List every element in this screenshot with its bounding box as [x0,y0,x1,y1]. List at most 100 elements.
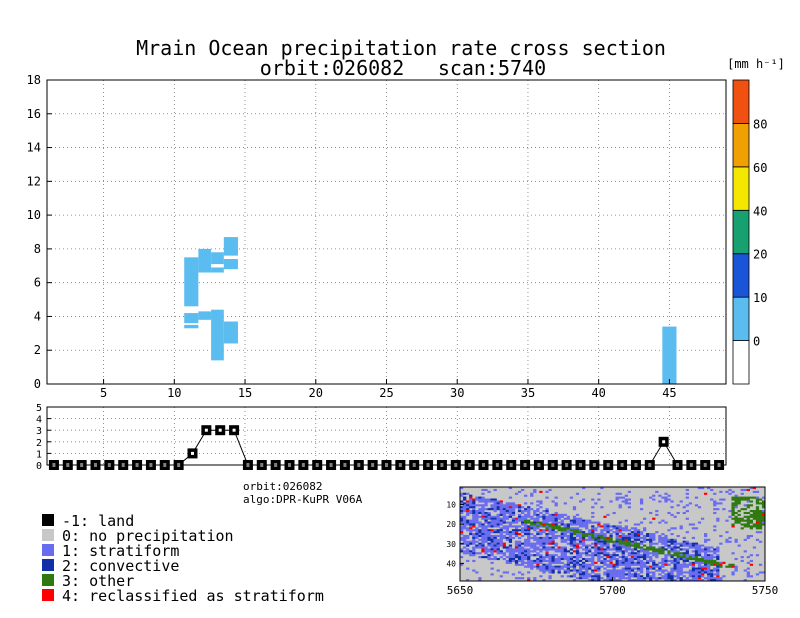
type-map-cell [652,565,656,568]
type-map-cell [594,548,598,551]
type-map-cell [533,510,537,513]
type-map-cell [551,525,555,528]
type-map-cell [527,571,531,574]
type-map-cell [704,538,708,541]
type-map-cell [636,542,641,545]
type-map-cell [527,527,531,530]
type-map-cell [475,540,479,543]
type-map-cell [585,577,589,580]
type-map-cell [493,502,497,505]
type-map-cell [639,550,644,553]
type-map-cell [475,511,479,515]
type-map-cell [627,538,631,541]
type-map-cell [743,515,747,518]
type-map-cell [575,552,580,555]
type-map-cell [713,567,717,570]
type-map-cell [658,573,662,576]
legend-label: 4: reclassified as stratiform [62,587,324,605]
type-map-cell [530,546,534,549]
type-map-cell [612,571,616,574]
type-map-cell [572,563,577,566]
type-map-cell [591,538,595,541]
type-map-cell [633,561,638,564]
type-map-cell [649,552,653,555]
type-map-cell [731,511,735,515]
type-map-cell [667,554,671,557]
type-map-cell [469,523,473,526]
type-map-cell [746,567,750,570]
type-map-cell [661,565,665,568]
type-map-cell [524,544,528,547]
type-map-cell [472,523,476,526]
type-map-cell [716,567,720,570]
type-map-cell [560,550,564,553]
type-map-cell [676,561,680,564]
type-map-cell [624,498,628,501]
type-map-cell [472,536,476,539]
type-map-cell [472,510,476,513]
type-map-cell [551,500,555,503]
type-map-cell [554,515,558,518]
type-map-cell [615,575,619,578]
type-map-cell [487,508,491,511]
type-map-cell [694,552,699,555]
type-map-cell [557,515,561,518]
type-map-cell [630,550,635,553]
type-map-cell [716,519,720,522]
type-map-cell [682,563,686,566]
type-map-cell [734,500,738,503]
type-map-cell [600,548,604,551]
type-map-cell [533,517,537,520]
type-map-cell [524,550,528,553]
type-map-cell [545,548,549,551]
type-map-cell [679,567,683,570]
type-map-cell [649,548,653,551]
type-map-cell [624,559,628,563]
type-point-center [232,428,236,432]
type-map-cell [521,527,525,530]
type-map-cell [496,529,500,532]
type-map-cell [536,561,540,564]
type-map-cell [722,561,726,564]
type-map-cell [652,536,656,539]
type-map-cell [606,575,610,578]
type-map-cell [606,563,610,566]
type-map-cell [734,506,738,509]
type-map-cell [685,492,689,495]
type-map-cell [585,557,589,561]
type-map-cell [490,554,494,557]
type-map-cell [508,559,513,563]
type-map-cell [664,498,668,501]
type-map-cell [649,540,653,543]
type-map-cell [569,519,574,522]
type-map-cell [514,561,519,564]
type-map-cell [511,517,516,520]
type-map-cell [734,498,738,501]
type-map-cell [624,519,628,522]
type-map-cell [652,573,656,576]
type-map-cell [652,494,656,497]
type-map-cell [469,542,473,545]
colorbar-label: 10 [753,291,767,305]
type-map-cell [508,521,513,524]
type-map-cell [621,569,625,572]
type-map-cell [719,579,723,582]
type-map-cell [551,567,555,570]
type-map-cell [737,519,741,522]
type-map-cell [594,575,598,578]
type-map-cell [585,546,589,549]
type-map-cell [539,550,543,553]
type-map-cell [524,561,528,564]
type-map-cell [624,544,628,547]
type-map-cell [655,554,659,557]
type-map-cell [752,487,757,490]
type-map-cell [646,556,650,559]
type-map-cell [697,552,702,555]
type-map-cell [484,534,488,538]
type-map-cell [569,534,574,538]
type-map-cell [508,544,513,547]
type-map-cell [484,531,488,534]
type-map-cell [484,550,488,553]
type-map-cell [502,504,506,507]
type-map-cell [639,542,644,545]
